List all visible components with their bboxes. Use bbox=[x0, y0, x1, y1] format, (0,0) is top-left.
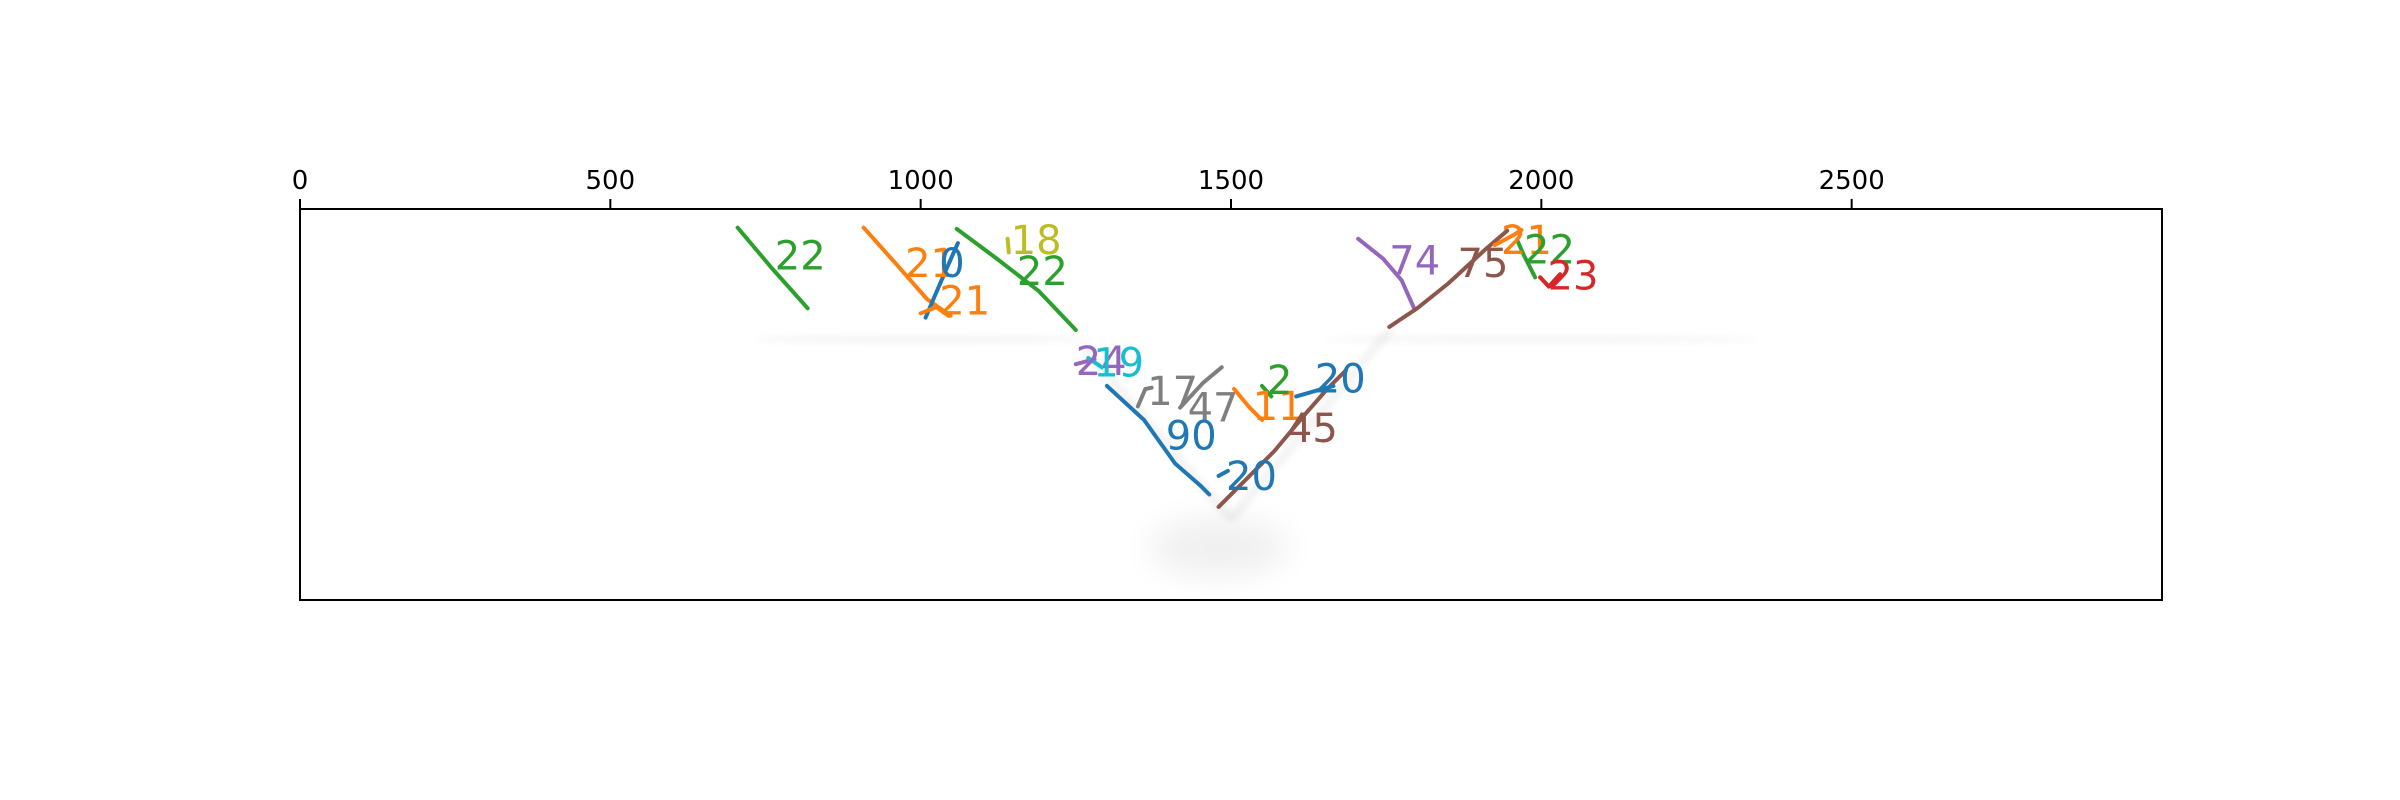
series-label-9: 47 bbox=[1188, 386, 1239, 432]
series-label-3: 21 bbox=[939, 278, 990, 324]
series-label-16: 74 bbox=[1389, 239, 1440, 285]
series-line-14 bbox=[1260, 383, 1274, 399]
series-label-10: 90 bbox=[1166, 414, 1217, 460]
series-label-0: 22 bbox=[775, 234, 826, 280]
x-tick-label-5: 2500 bbox=[1819, 166, 1885, 196]
x-tick-label-2: 1000 bbox=[888, 166, 954, 196]
series-label-12: 11 bbox=[1253, 384, 1304, 430]
series-line-0 bbox=[735, 225, 810, 311]
x-tick-label-4: 2000 bbox=[1508, 166, 1574, 196]
series-line-4 bbox=[1005, 236, 1011, 255]
series-line-15 bbox=[1294, 383, 1336, 399]
series-label-17: 75 bbox=[1458, 241, 1509, 287]
series-line-12 bbox=[1232, 387, 1264, 422]
series-line-11 bbox=[1216, 468, 1230, 478]
series-line-20 bbox=[1538, 272, 1562, 289]
series-line-2 bbox=[923, 241, 960, 320]
series-label-20: 23 bbox=[1548, 254, 1599, 300]
series-label-5: 22 bbox=[1017, 249, 1068, 295]
series-label-7: 19 bbox=[1093, 340, 1144, 386]
series-line-16 bbox=[1356, 236, 1417, 311]
series-label-1: 21 bbox=[905, 241, 956, 287]
series-line-19 bbox=[1515, 239, 1538, 280]
series-line-10 bbox=[1104, 383, 1212, 497]
ghost-streak-left bbox=[750, 336, 1091, 343]
series-line-18 bbox=[1492, 228, 1524, 247]
series-label-11: 20 bbox=[1226, 454, 1277, 500]
series-label-8: 17 bbox=[1147, 369, 1198, 415]
series-label-18: 21 bbox=[1501, 218, 1552, 264]
background-ghost-layer bbox=[750, 324, 1762, 578]
x-axis-top: 0 500 1000 1500 2000 2500 bbox=[292, 166, 1885, 209]
ghost-branch-right bbox=[1228, 324, 1395, 522]
series-label-4: 18 bbox=[1011, 218, 1062, 264]
series-label-15: 20 bbox=[1315, 357, 1366, 403]
series-line-17 bbox=[1387, 228, 1510, 329]
x-tick-label-3: 1500 bbox=[1198, 166, 1264, 196]
series-label-14: 2 bbox=[1267, 358, 1292, 404]
series-line-8 bbox=[1135, 385, 1154, 409]
series-line-7 bbox=[1086, 356, 1104, 370]
series-line-3 bbox=[918, 305, 951, 318]
ghost-blob-bottom bbox=[1148, 517, 1289, 578]
series-layer bbox=[735, 225, 1562, 509]
series-label-13: 45 bbox=[1287, 406, 1338, 452]
series-line-5 bbox=[954, 226, 1078, 332]
series-label-6: 24 bbox=[1076, 339, 1127, 385]
series-line-9 bbox=[1178, 365, 1224, 410]
ghost-streak-right bbox=[1321, 336, 1762, 343]
series-label-19: 22 bbox=[1524, 227, 1575, 273]
x-tick-label-0: 0 bbox=[292, 166, 309, 196]
x-tick-label-1: 500 bbox=[586, 166, 636, 196]
series-label-2: 0 bbox=[939, 241, 964, 287]
